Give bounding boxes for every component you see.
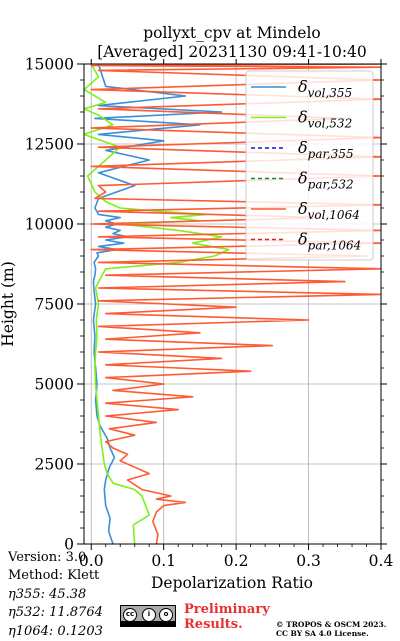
legend-label-0: δvol,355 (298, 77, 352, 100)
copyright-line1: © TROPOS & OSCM 2023. (276, 620, 387, 629)
y-axis-label: Height (m) (0, 261, 17, 347)
y-tick-label-5: 12500 (25, 136, 74, 154)
retrieval-info: Version: 3.0 Method: Klett η355: 45.38 η… (8, 549, 103, 641)
legend-label-4: δvol,1064 (298, 199, 360, 222)
y-tick-label-1: 2500 (35, 456, 74, 474)
copyright-line2: CC BY SA 4.0 License. (276, 629, 369, 638)
chart-title-line2: [Averaged] 20231130 09:41-10:40 (97, 43, 367, 61)
x-tick-label-2: 0.2 (224, 552, 249, 570)
copyright-notice: © TROPOS & OSCM 2023. CC BY SA 4.0 Licen… (276, 620, 386, 638)
preliminary-line1: Preliminary (184, 602, 270, 617)
x-tick-label-1: 0.1 (151, 552, 176, 570)
preliminary-line2: Results. (184, 617, 243, 632)
preliminary-results-label: Preliminary Results. (184, 602, 270, 632)
legend-label-5: δpar,1064 (298, 230, 361, 253)
legend-label-1: δvol,532 (298, 108, 352, 131)
legend-label-2: δpar,355 (298, 138, 354, 161)
x-tick-label-3: 0.3 (296, 552, 321, 570)
eta1064-text: η1064: 0.1203 (8, 623, 103, 639)
y-tick-label-3: 7500 (35, 296, 74, 314)
x-tick-label-4: 0.4 (369, 552, 394, 570)
y-tick-label-0: 0 (64, 536, 74, 554)
eta355-text: η355: 45.38 (8, 586, 87, 602)
x-tick-label-0: 0.0 (79, 552, 104, 570)
eta532-text: η532: 11.8764 (8, 605, 103, 621)
method-text: Method: Klett (8, 568, 100, 584)
y-tick-label-2: 5000 (35, 376, 74, 394)
legend-label-3: δpar,532 (298, 169, 354, 192)
x-axis-label: Depolarization Ratio (151, 574, 313, 592)
chart-title-line1: pollyxt_cpv at Mindelo (143, 24, 321, 42)
y-tick-label-4: 10000 (25, 216, 74, 234)
y-tick-label-6: 15000 (25, 56, 74, 74)
version-text: Version: 3.0 (8, 550, 87, 565)
cc-by-sa-license-icon: cc i o (120, 605, 176, 627)
